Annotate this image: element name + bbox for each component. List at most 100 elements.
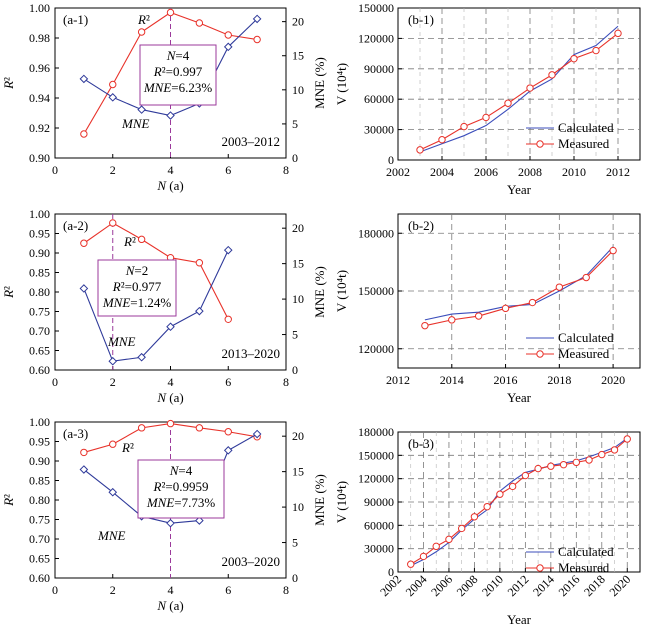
annotation-line: N=2 bbox=[125, 263, 149, 278]
x-axis-label: Year bbox=[507, 390, 532, 405]
x-tick-label: 2020 bbox=[601, 373, 625, 387]
mne-point bbox=[108, 356, 118, 366]
annotation-line: N=4 bbox=[169, 463, 193, 478]
measured-line bbox=[419, 32, 619, 151]
y-left-tick-label: 0.90 bbox=[29, 151, 50, 165]
y-tick-label: 0 bbox=[388, 565, 394, 579]
y-tick-label: 150000 bbox=[358, 284, 394, 298]
r2-series-label: R² bbox=[123, 234, 136, 249]
y-right-tick-label: 15 bbox=[292, 257, 304, 271]
r2-point bbox=[224, 315, 232, 323]
annotation-line: MNE=6.23% bbox=[143, 80, 213, 95]
annotation-line: R²=0.977 bbox=[112, 279, 162, 294]
y-tick-label: 60000 bbox=[364, 518, 394, 532]
annotation-line: R²=0.9959 bbox=[153, 479, 209, 494]
x-tick-label: 2 bbox=[110, 375, 116, 389]
x-tick-label: 6 bbox=[225, 163, 231, 177]
r2-point bbox=[80, 130, 88, 138]
chart-a3: 0 2 4 6 8 0.60 0.65 0.70 0.75 0.80 0.85 0.90 0.95 1.0… bbox=[1, 415, 327, 613]
r2-point bbox=[166, 8, 175, 17]
mne-point bbox=[252, 429, 262, 439]
y-left-axis-label: R² bbox=[1, 77, 16, 90]
mne-point bbox=[252, 14, 262, 24]
legend-calculated-label: Calculated bbox=[558, 330, 614, 345]
annotation-line: R²=0.997 bbox=[153, 64, 203, 79]
measured-point bbox=[592, 46, 600, 55]
annotation-box bbox=[137, 459, 225, 519]
r2-point bbox=[137, 235, 146, 244]
mne-point bbox=[108, 487, 118, 497]
x-tick-label: 2 bbox=[110, 163, 116, 177]
y-left-tick-label: 0.92 bbox=[29, 121, 50, 135]
chart-a2: 0 2 4 6 8 0.60 0.65 0.70 0.75 0.80 0.85 0.90 0.95 1.0… bbox=[1, 207, 327, 405]
x-tick-label: 2008 bbox=[454, 572, 481, 599]
measured-point bbox=[445, 535, 453, 544]
y-left-axis-label: R² bbox=[1, 494, 16, 507]
y-right-tick-label: 15 bbox=[292, 49, 304, 63]
r2-series-label: R² bbox=[121, 440, 134, 455]
measured-point bbox=[585, 456, 593, 464]
mne-point bbox=[137, 352, 146, 362]
r2-point bbox=[195, 259, 204, 267]
y-left-tick-label: 0.60 bbox=[29, 571, 50, 585]
legend-measured-label: Measured bbox=[558, 136, 610, 151]
x-tick-label: 2008 bbox=[518, 165, 542, 179]
x-tick-label: 2010 bbox=[479, 572, 506, 599]
measured-point bbox=[421, 321, 429, 330]
r2-point bbox=[137, 424, 146, 432]
measured-point bbox=[610, 446, 619, 454]
x-tick-label: 4 bbox=[168, 583, 174, 597]
measured-point bbox=[623, 435, 631, 443]
y-tick-label: 60000 bbox=[364, 92, 394, 106]
x-tick-label: 2016 bbox=[556, 572, 583, 599]
y-left-tick-label: 0.85 bbox=[29, 474, 50, 488]
y-left-tick-label: 0.96 bbox=[29, 61, 50, 75]
legend-measured-marker bbox=[536, 140, 544, 148]
calculated-line bbox=[410, 437, 628, 567]
y-right-tick-label: 10 bbox=[292, 292, 304, 306]
y-tick-label: 30000 bbox=[364, 123, 394, 137]
measured-point bbox=[508, 482, 517, 491]
legend-measured-marker bbox=[536, 350, 544, 358]
measured-point bbox=[448, 316, 456, 324]
y-left-tick-label: 0.85 bbox=[29, 266, 50, 280]
y-right-tick-label: 0 bbox=[292, 571, 298, 585]
legend-calculated-label: Calculated bbox=[558, 120, 614, 135]
y-right-tick-label: 20 bbox=[292, 221, 304, 235]
measured-point bbox=[559, 460, 568, 469]
x-tick-label: 0 bbox=[52, 583, 58, 597]
y-axis-label: V (10⁴t) bbox=[334, 481, 349, 523]
x-axis-label: N (a) bbox=[156, 178, 183, 193]
measured-point bbox=[598, 450, 606, 459]
x-tick-label: 2018 bbox=[547, 373, 571, 387]
y-axis-label: V (10⁴t) bbox=[334, 63, 349, 105]
mne-point bbox=[223, 446, 233, 455]
mne-point bbox=[137, 105, 146, 114]
y-right-tick-label: 5 bbox=[292, 536, 298, 550]
y-right-tick-label: 0 bbox=[292, 151, 298, 165]
annotation-line: MNE=1.24% bbox=[102, 295, 172, 310]
measured-point bbox=[570, 54, 578, 63]
mne-point bbox=[79, 284, 89, 293]
measured-point bbox=[547, 462, 555, 470]
x-tick-label: 4 bbox=[168, 375, 174, 389]
measured-point bbox=[534, 464, 542, 473]
measured-point bbox=[548, 71, 556, 79]
annotation-line: N=4 bbox=[166, 48, 190, 63]
panel-label: (a-2) bbox=[63, 218, 88, 233]
r2-point bbox=[137, 28, 146, 36]
x-tick-label: 4 bbox=[168, 163, 174, 177]
x-tick-label: 0 bbox=[52, 375, 58, 389]
y-right-tick-label: 10 bbox=[292, 500, 304, 514]
r2-point bbox=[195, 19, 204, 27]
chart-a1: 0 2 4 6 8 0.90 0.92 0.94 0.96 0.98 1.00 0 5 10 15 20 N (… bbox=[1, 1, 327, 193]
x-tick-label: 2020 bbox=[607, 572, 634, 599]
x-tick-label: 2018 bbox=[581, 572, 608, 599]
x-tick-label: 2004 bbox=[403, 572, 430, 599]
y-left-tick-label: 1.00 bbox=[29, 207, 50, 221]
measured-point bbox=[521, 471, 530, 480]
chart-b2: 2012 2014 2016 2018 2020 120000 150000 180000 Ye… bbox=[334, 213, 641, 405]
x-axis-label: Year bbox=[507, 182, 532, 197]
